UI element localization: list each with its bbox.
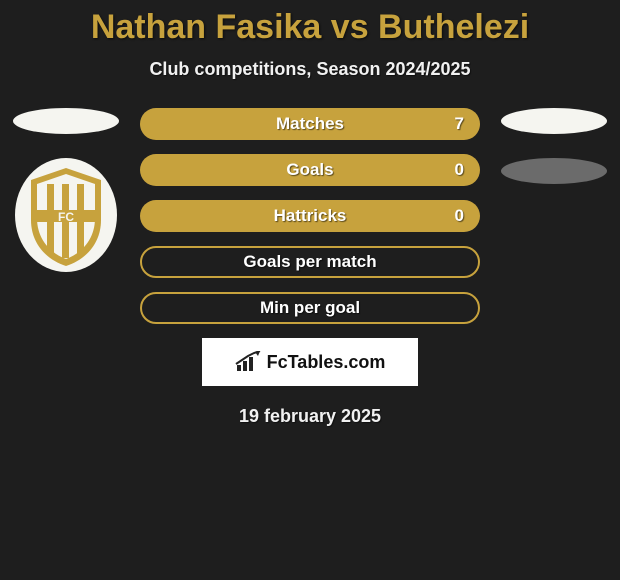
stat-label: Goals bbox=[286, 160, 333, 180]
stat-bar: Hattricks 0 bbox=[140, 200, 480, 232]
right-player-column bbox=[494, 108, 614, 208]
stat-value: 0 bbox=[455, 160, 464, 180]
stat-bars: Matches 7 Goals 0 Hattricks 0 Goals per match M… bbox=[140, 108, 480, 324]
stat-label: Goals per match bbox=[243, 252, 376, 272]
left-player-column: FC bbox=[6, 108, 126, 272]
stat-bar: Goals per match bbox=[140, 246, 480, 278]
stat-bar: Min per goal bbox=[140, 292, 480, 324]
brand-chart-icon bbox=[235, 351, 261, 373]
snapshot-date: 19 february 2025 bbox=[0, 406, 620, 427]
stat-label: Min per goal bbox=[260, 298, 360, 318]
branding-footer: FcTables.com bbox=[202, 338, 418, 386]
player-photo-placeholder bbox=[13, 108, 119, 134]
stat-label: Hattricks bbox=[274, 206, 347, 226]
stat-label: Matches bbox=[276, 114, 344, 134]
comparison-subtitle: Club competitions, Season 2024/2025 bbox=[0, 59, 620, 80]
player-photo-placeholder bbox=[501, 108, 607, 134]
stat-value: 7 bbox=[455, 114, 464, 134]
club-badge-placeholder bbox=[501, 158, 607, 184]
comparison-stage: FC Matches 7 Goals 0 Hattricks 0 Goals per mat… bbox=[0, 108, 620, 324]
stat-bar: Matches 7 bbox=[140, 108, 480, 140]
stat-value: 0 bbox=[455, 206, 464, 226]
comparison-title: Nathan Fasika vs Buthelezi bbox=[0, 0, 620, 47]
brand-text: FcTables.com bbox=[267, 352, 386, 373]
stat-bar: Goals 0 bbox=[140, 154, 480, 186]
club-badge: FC bbox=[15, 158, 117, 272]
club-badge-text: FC bbox=[58, 210, 74, 224]
